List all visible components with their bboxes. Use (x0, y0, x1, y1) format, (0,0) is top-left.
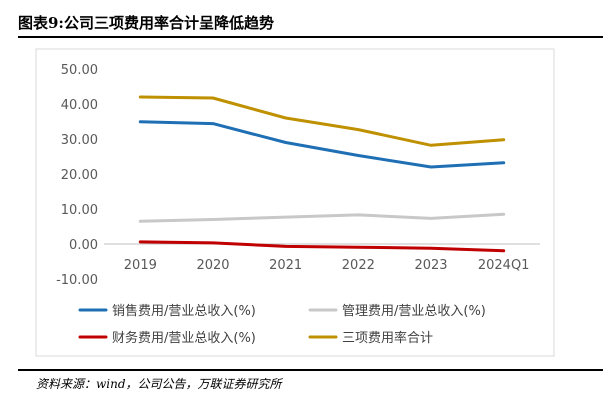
source-note: 资料来源：wind，公司公告，万联证券研究所 (36, 377, 282, 391)
y-tick-label: 20.00 (61, 168, 98, 183)
legend-label: 财务费用/营业总收入(%) (112, 330, 256, 346)
legend-label: 销售费用/营业总收入(%) (112, 303, 256, 319)
x-tick-label: 2020 (196, 258, 229, 273)
source-rule (18, 369, 603, 371)
legend-label: 三项费用率合计 (342, 330, 433, 346)
y-tick-label: 10.00 (61, 203, 98, 218)
y-axis-ticks: 50.00 40.00 30.00 20.00 10.00 0.00 -10.00 (56, 63, 98, 288)
chart-border (35, 48, 555, 357)
x-tick-label: 2024Q1 (478, 258, 530, 273)
series-group (138, 95, 506, 253)
series-line-4 (138, 95, 506, 147)
series-line-1 (138, 120, 506, 169)
title-rule (18, 36, 603, 38)
y-tick-label: 0.00 (69, 238, 98, 253)
series-line-3 (138, 240, 506, 253)
x-tick-label: 2019 (124, 258, 157, 273)
figure-title: 图表9:公司三项费用率合计呈降低趋势 (18, 14, 274, 32)
x-tick-label: 2021 (269, 258, 302, 273)
x-tick-label: 2023 (414, 258, 447, 273)
y-tick-label: 50.00 (61, 63, 98, 78)
legend-label: 管理费用/营业总收入(%) (342, 304, 486, 319)
series-line-2 (138, 212, 506, 223)
y-tick-label: -10.00 (56, 273, 98, 288)
x-tick-label: 2022 (342, 258, 375, 273)
y-tick-label: 30.00 (61, 133, 98, 148)
y-tick-label: 40.00 (61, 98, 98, 113)
x-axis-ticks: 2019 2020 2021 2022 2023 2024Q1 (124, 258, 530, 273)
legend: 销售费用/营业总收入(%) 管理费用/营业总收入(%) 财务费用/营业总收入(%) 三… (78, 303, 486, 346)
